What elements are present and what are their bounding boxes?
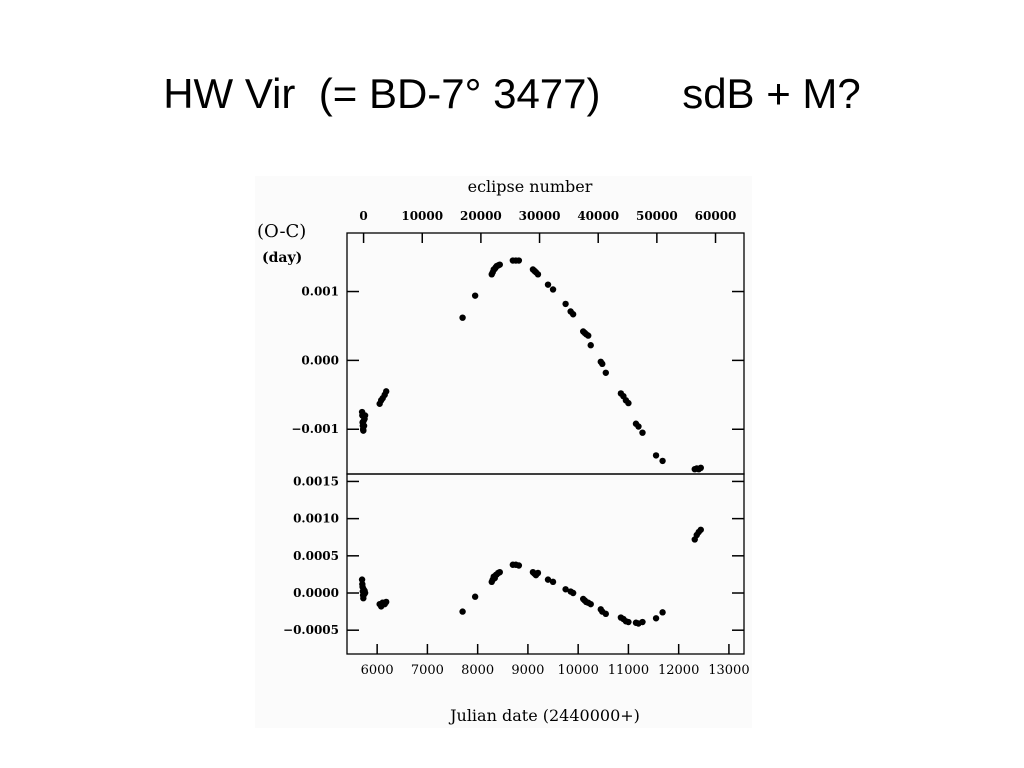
y-tick-label: 0.001: [301, 285, 339, 299]
data-point: [659, 609, 666, 616]
data-point: [459, 608, 466, 615]
y-tick-label: 0.0010: [293, 512, 339, 526]
data-point: [697, 526, 704, 533]
data-point: [360, 422, 368, 429]
data-point: [496, 261, 503, 268]
lower-panel: Julian date (2440000+) 6000 7000 8000 9000 1…: [283, 473, 750, 725]
data-point: [515, 257, 523, 264]
data-point: [587, 600, 594, 608]
x-tick-label: 13000: [708, 663, 749, 678]
x-axis-label: Julian date (2440000+): [448, 706, 640, 725]
data-point: [534, 271, 542, 278]
data-point: [544, 281, 552, 288]
data-point: [659, 457, 666, 465]
y-tick-label: −0.0005: [283, 623, 339, 637]
data-point: [602, 369, 610, 376]
data-point: [361, 412, 369, 419]
data-point: [534, 569, 542, 577]
data-point: [515, 562, 523, 569]
top-tick-label: 30000: [519, 209, 561, 223]
data-point: [652, 615, 660, 622]
x-tick-label: 9000: [511, 663, 544, 678]
data-point: [569, 589, 577, 597]
data-point: [652, 452, 660, 459]
top-tick-label: 60000: [695, 209, 737, 223]
data-point: [562, 586, 569, 593]
oc-diagram-figure: eclipse number (O-C) (day) 0 10000 20000 30…: [255, 176, 752, 728]
y-axis-unit: (day): [262, 250, 302, 266]
data-point: [549, 286, 557, 293]
y-tick-label: −0.001: [291, 422, 339, 436]
oc-diagram-svg: eclipse number (O-C) (day) 0 10000 20000 30…: [257, 177, 750, 725]
data-point: [471, 292, 479, 299]
top-tick-label: 20000: [460, 209, 502, 223]
top-tick-label: 0: [359, 209, 367, 223]
data-point: [635, 423, 642, 430]
top-tick-label: 50000: [636, 209, 678, 223]
data-point: [625, 618, 632, 626]
lower-panel-frame: [346, 473, 745, 655]
data-point: [382, 598, 390, 606]
y-tick-label: 0.0015: [293, 474, 339, 488]
data-point: [544, 576, 552, 583]
data-point: [639, 429, 646, 436]
slide-title: HW Vir (= BD-7° 3477) sdB + M?: [163, 70, 861, 117]
data-point: [569, 311, 577, 318]
data-point: [562, 300, 569, 308]
top-tick-label: 40000: [577, 209, 619, 223]
data-point: [361, 589, 369, 597]
upper-panel-frame: [346, 232, 745, 475]
y-tick-label: 0.0005: [293, 549, 339, 563]
x-tick-label: 12000: [658, 663, 699, 678]
data-point: [697, 464, 704, 472]
data-point: [625, 399, 632, 407]
upper-panel: eclipse number (O-C) (day) 0 10000 20000 30…: [257, 177, 745, 475]
y-tick-label: 0.0000: [293, 586, 339, 600]
x-tick-label: 11000: [608, 663, 649, 678]
x-tick-label: 6000: [361, 663, 394, 678]
data-point: [549, 578, 557, 586]
data-point: [602, 610, 610, 618]
data-point: [360, 427, 367, 434]
data-point: [599, 360, 606, 368]
x-tick-label: 8000: [461, 663, 494, 678]
y-axis-label: (O-C): [257, 221, 306, 242]
data-point: [382, 388, 390, 395]
data-point: [496, 568, 503, 576]
data-point: [459, 314, 466, 321]
data-point: [585, 332, 592, 339]
y-tick-label: 0.000: [301, 353, 339, 367]
x-tick-label: 10000: [557, 663, 598, 678]
data-point: [587, 342, 594, 349]
top-tick-label: 10000: [401, 209, 443, 223]
data-point: [471, 593, 479, 600]
data-point: [639, 618, 646, 626]
x-tick-label: 7000: [411, 663, 444, 678]
top-axis-label: eclipse number: [468, 177, 593, 196]
